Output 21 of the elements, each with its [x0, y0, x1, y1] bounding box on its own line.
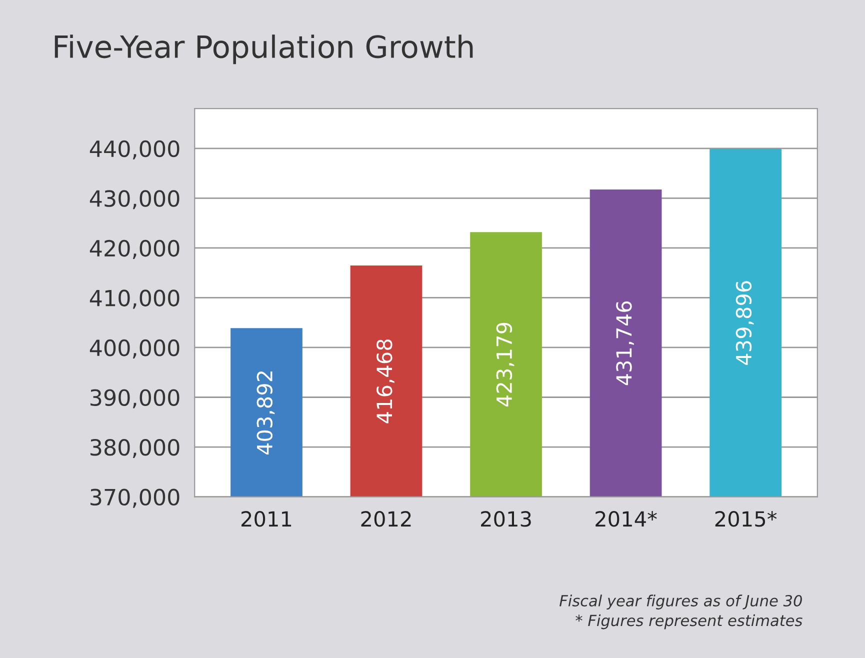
y-tick-label: 370,000: [90, 488, 180, 508]
y-tick-label: 420,000: [90, 240, 180, 259]
y-tick-label: 400,000: [90, 339, 180, 358]
data-label: 423,179: [496, 322, 514, 407]
x-tick-label: 2014*: [596, 511, 657, 527]
data-label: 439,896: [736, 281, 754, 365]
y-tick-label: 390,000: [90, 389, 180, 408]
x-tick-label: 2011: [242, 511, 292, 527]
data-label: 431,746: [616, 301, 634, 386]
text: Fiscal year figures as of June 30: [560, 594, 802, 610]
data-label: 416,468: [376, 340, 394, 424]
chart-title: Five-Year Population Growth: [54, 34, 473, 64]
y-tick-label: 430,000: [90, 190, 180, 210]
x-tick-label: 2013: [481, 511, 531, 527]
y-tick-label: 440,000: [90, 140, 180, 160]
y-tick-label: 410,000: [90, 290, 180, 309]
x-tick-label: 2012: [361, 511, 411, 527]
text: * Figures represent estimates: [576, 614, 802, 630]
x-tick-label: 2015*: [715, 511, 777, 527]
data-label: 403,892: [256, 371, 275, 455]
y-tick-label: 380,000: [90, 438, 180, 458]
